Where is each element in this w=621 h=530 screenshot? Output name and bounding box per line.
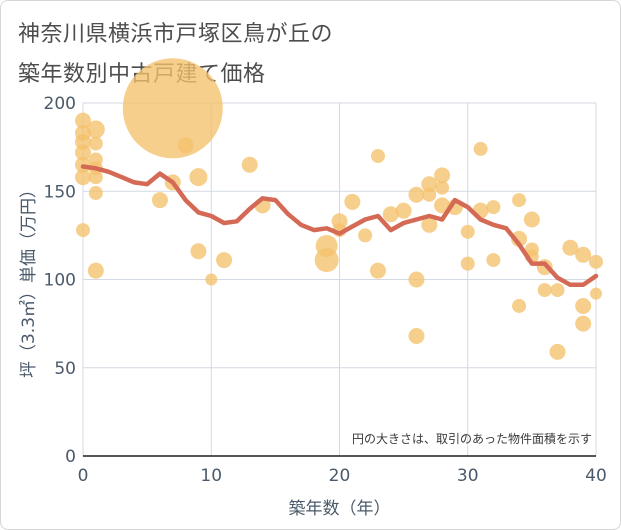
bubble-layer: [75, 58, 603, 360]
x-tick-label: 20: [329, 466, 351, 486]
y-tick-label: 200: [44, 94, 76, 114]
bubble-65: [590, 287, 602, 300]
grid-lines: [82, 102, 597, 457]
bubble-31: [369, 262, 386, 279]
trend-line: [80, 164, 599, 288]
trend-layer: [80, 164, 599, 288]
bubble-35: [408, 271, 425, 288]
x-tick-label: 10: [200, 466, 222, 486]
bubble-37: [421, 176, 438, 193]
bubble-45: [460, 256, 475, 271]
bubble-3: [75, 144, 91, 161]
x-tick-label: 0: [78, 466, 89, 486]
bubble-59: [549, 343, 566, 360]
bubble-11: [88, 170, 103, 185]
bubble-41: [435, 180, 450, 195]
bubble-64: [589, 254, 603, 269]
bubble-18: [189, 168, 208, 187]
bubble-48: [486, 200, 501, 215]
bubble-61: [575, 246, 592, 263]
bubble-22: [241, 156, 258, 173]
bubble-51: [511, 230, 528, 247]
bubble-30: [370, 148, 385, 163]
x-tick-label: 40: [585, 466, 607, 486]
bubble-20: [205, 273, 218, 286]
bubble-53: [523, 211, 540, 228]
bubble-33: [395, 202, 412, 219]
bubble-63: [575, 315, 592, 332]
bubble-39: [421, 216, 438, 233]
bubble-44: [460, 224, 475, 239]
bubble-14: [151, 192, 168, 209]
bubble-7: [86, 120, 105, 139]
bubble-49: [486, 253, 501, 268]
y-tick-label: 100: [44, 271, 76, 291]
bubble-29: [358, 228, 373, 243]
y-tick-label: 50: [54, 359, 76, 379]
bubble-40: [434, 167, 451, 184]
bubble-58: [550, 283, 565, 298]
bubble-19: [190, 243, 207, 260]
bubble-6: [76, 223, 90, 238]
bubble-17: [177, 137, 194, 154]
bubble-5: [75, 169, 91, 186]
y-axis-label: 坪（3.3㎡）単価（万円）: [19, 181, 39, 378]
bubble-38: [422, 187, 437, 202]
bubble-32: [382, 206, 399, 223]
bubble-0: [75, 112, 91, 129]
tick-labels: 0 10 20 30 40 0 50 100 150 200: [44, 94, 607, 486]
bubble-62: [575, 297, 592, 314]
bubble-13: [87, 262, 104, 279]
bubble-57: [537, 283, 552, 298]
bubble-28: [344, 193, 361, 210]
bubble-34: [408, 186, 425, 203]
bubble-12: [88, 186, 103, 201]
bubble-60: [562, 239, 579, 256]
chart-title-line1: 神奈川県横浜市戸塚区鳥が丘の: [18, 22, 334, 47]
y-tick-label: 150: [44, 182, 76, 202]
bubble-36: [408, 327, 425, 344]
bubble-21: [216, 252, 233, 269]
bubble-16: [122, 58, 223, 159]
bubble-50: [512, 193, 527, 208]
x-tick-label: 30: [457, 466, 479, 486]
bubble-46: [473, 141, 488, 156]
bubble-27: [331, 213, 348, 230]
bubble-52: [512, 298, 527, 313]
size-note: 円の大きさは、取引のあった物件面積を示す: [352, 431, 592, 446]
bubble-8: [88, 136, 103, 151]
x-axis-label: 築年数（年）: [289, 499, 391, 519]
y-tick-label: 0: [65, 447, 76, 467]
bubble-25: [314, 248, 339, 273]
